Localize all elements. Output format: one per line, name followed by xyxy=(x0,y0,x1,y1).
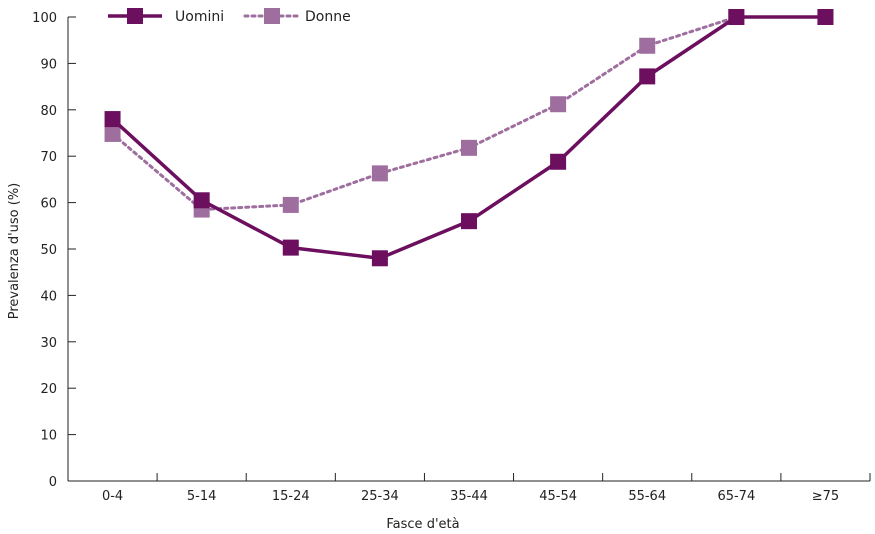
y-tick-label: 80 xyxy=(40,104,57,119)
x-tick-label: 0-4 xyxy=(102,489,123,504)
series-layer xyxy=(104,9,834,267)
x-tick-label: 15-24 xyxy=(272,489,310,504)
y-tick-label: 70 xyxy=(40,150,57,165)
y-tick-label: 60 xyxy=(40,197,57,212)
y-tick-label: 50 xyxy=(40,243,57,258)
data-point xyxy=(371,250,388,267)
data-point xyxy=(104,111,121,128)
series-donne xyxy=(104,9,834,218)
data-point xyxy=(371,165,388,182)
y-tick-label: 10 xyxy=(40,429,57,444)
legend-item-uomini: Uomini xyxy=(108,8,224,25)
y-tick-label: 100 xyxy=(32,11,57,26)
x-tick-label: 45-54 xyxy=(539,489,577,504)
data-point xyxy=(282,239,299,256)
y-tick-label: 90 xyxy=(40,57,57,72)
data-point xyxy=(461,213,477,230)
legend-marker xyxy=(127,8,143,24)
y-tick-label: 20 xyxy=(40,382,57,397)
data-point xyxy=(193,192,210,209)
data-point xyxy=(550,96,567,113)
data-point xyxy=(639,68,656,85)
x-tick-label: ≥75 xyxy=(812,489,839,504)
x-tick-label: 55-64 xyxy=(628,489,666,504)
legend-label: Donne xyxy=(305,9,351,25)
data-point xyxy=(461,139,477,156)
y-tick-label: 0 xyxy=(49,475,57,490)
y-axis: 0 10 20 30 40 50 60 70 80 90 100 xyxy=(32,11,76,490)
x-axis: 0-4 5-14 15-24 25-34 35-44 45-54 55-64 65-74 ≥75 xyxy=(68,473,871,504)
data-point xyxy=(639,37,656,54)
data-point xyxy=(728,9,745,25)
legend: Uomini Donne xyxy=(108,8,351,25)
legend-item-donne: Donne xyxy=(243,8,351,25)
y-tick-label: 40 xyxy=(40,289,57,304)
data-point xyxy=(817,9,834,25)
x-tick-label: 25-34 xyxy=(361,489,399,504)
y-axis-title: Prevalenza d'uso (%) xyxy=(7,183,22,320)
x-tick-label: 5-14 xyxy=(187,489,217,504)
x-tick-label: 65-74 xyxy=(717,489,755,504)
series-uomini xyxy=(104,9,834,267)
y-tick-label: 30 xyxy=(40,336,57,351)
data-point xyxy=(550,153,567,170)
data-point xyxy=(104,125,121,142)
legend-marker xyxy=(264,8,280,24)
series-line xyxy=(111,15,827,212)
x-axis-title: Fasce d'età xyxy=(386,517,459,532)
x-tick-label: 35-44 xyxy=(450,489,488,504)
data-point xyxy=(282,196,299,213)
legend-label: Uomini xyxy=(175,9,224,25)
